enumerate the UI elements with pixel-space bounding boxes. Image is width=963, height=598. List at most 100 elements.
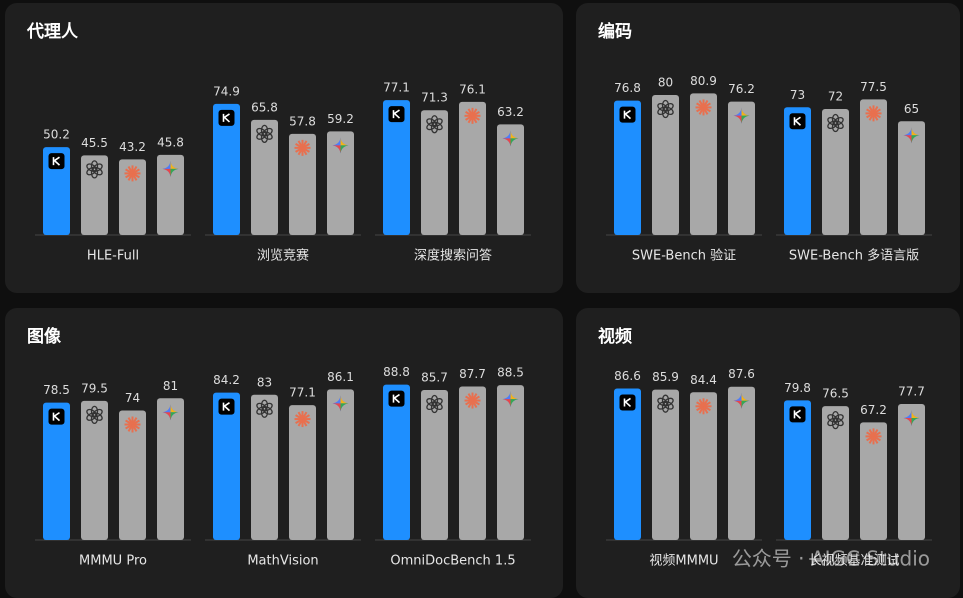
- model-icon: [294, 139, 311, 156]
- value-label: 72: [828, 90, 843, 104]
- category-label: SWE-Bench 验证: [632, 248, 736, 264]
- value-label: 45.5: [81, 136, 108, 150]
- value-label: 85.7: [421, 371, 448, 385]
- bar: [497, 124, 524, 235]
- model-icon: [865, 428, 882, 445]
- icon-spark-c: [510, 399, 519, 408]
- model-icon: [426, 115, 443, 134]
- icon-petal: [86, 408, 97, 418]
- value-label: 74: [125, 391, 140, 405]
- icon-bg: [619, 106, 636, 123]
- bar: [898, 404, 925, 540]
- model-icon: [464, 107, 481, 124]
- icon-ray: [698, 398, 705, 407]
- model-icon: [48, 153, 65, 170]
- model-icon: [464, 392, 481, 409]
- icon-spark-b: [332, 403, 341, 412]
- panel-title: 编码: [598, 21, 632, 42]
- bar: [421, 110, 448, 235]
- icon-spark-b: [162, 412, 171, 421]
- category-label: MMMU Pro: [79, 554, 147, 569]
- icon-spark-c: [911, 418, 920, 427]
- icon-k: [52, 156, 61, 166]
- icon-petal: [86, 163, 97, 172]
- bar: [157, 154, 184, 235]
- value-label: 76.1: [459, 82, 486, 96]
- icon-bg: [218, 398, 235, 415]
- bar: [690, 392, 717, 540]
- value-label: 80.9: [690, 74, 717, 88]
- model-icon: [827, 410, 844, 430]
- icon-spark-c: [170, 168, 179, 177]
- bar: [213, 103, 240, 235]
- icon-petal: [426, 398, 437, 407]
- model-icon: [256, 399, 273, 418]
- model-icon: [294, 411, 311, 428]
- model-icon: [657, 99, 674, 119]
- icon-spark-b: [332, 145, 341, 154]
- icon-spark-c: [911, 135, 920, 144]
- bar: [327, 131, 354, 235]
- icon-spark-b: [162, 168, 171, 177]
- model-icon: [86, 405, 103, 425]
- icon-k: [52, 411, 61, 422]
- model-icon: [789, 406, 806, 423]
- bar: [784, 400, 811, 540]
- bar: [860, 99, 887, 235]
- category-label: MathVision: [247, 554, 318, 569]
- category-label: SWE-Bench 多语言版: [789, 248, 919, 264]
- bar: [459, 386, 486, 540]
- bar: [614, 100, 641, 235]
- bar: [383, 384, 410, 540]
- icon-ray: [297, 140, 304, 149]
- icon-spark-b: [903, 418, 912, 427]
- icon-ray: [297, 411, 304, 420]
- model-icon: [388, 390, 405, 407]
- icon-bg: [218, 109, 235, 126]
- icon-petal: [657, 397, 668, 407]
- value-label: 65: [904, 102, 919, 116]
- model-icon: [48, 408, 65, 425]
- value-label: 77.1: [289, 386, 316, 400]
- model-icon: [695, 398, 712, 415]
- icon-k: [222, 401, 231, 412]
- icon-spark-a: [911, 127, 920, 136]
- icon-k: [392, 393, 401, 404]
- bar: [822, 406, 849, 540]
- value-label: 77.7: [898, 385, 925, 399]
- model-icon: [426, 394, 443, 414]
- model-icon: [865, 105, 882, 122]
- model-icon: [619, 106, 636, 123]
- value-label: 86.6: [614, 369, 641, 383]
- bar: [327, 389, 354, 540]
- bar: [459, 101, 486, 235]
- icon-petal: [827, 414, 838, 423]
- model-icon: [162, 404, 179, 421]
- bar: [383, 100, 410, 235]
- model-icon: [827, 113, 844, 133]
- icon-ray: [127, 165, 134, 174]
- icon-spark-c: [741, 115, 750, 124]
- icon-ray: [467, 393, 474, 402]
- icon-spark-b: [502, 399, 511, 408]
- model-icon: [218, 109, 235, 126]
- model-icon: [733, 392, 750, 409]
- bar: [43, 402, 70, 540]
- bar: [251, 394, 278, 540]
- icon-bg: [388, 390, 405, 407]
- icon-spark-a: [510, 130, 519, 139]
- bar: [860, 422, 887, 540]
- value-label: 76.2: [728, 82, 755, 96]
- panel-title: 代理人: [26, 21, 79, 42]
- model-icon: [218, 398, 235, 415]
- icon-bg: [48, 408, 65, 425]
- panel-title: 视频: [598, 326, 632, 347]
- bar: [81, 400, 108, 540]
- model-icon: [124, 416, 141, 433]
- value-label: 88.8: [383, 365, 410, 379]
- bar: [119, 410, 146, 540]
- icon-ray: [868, 105, 875, 114]
- icon-spark-b: [733, 115, 742, 124]
- bar: [157, 398, 184, 540]
